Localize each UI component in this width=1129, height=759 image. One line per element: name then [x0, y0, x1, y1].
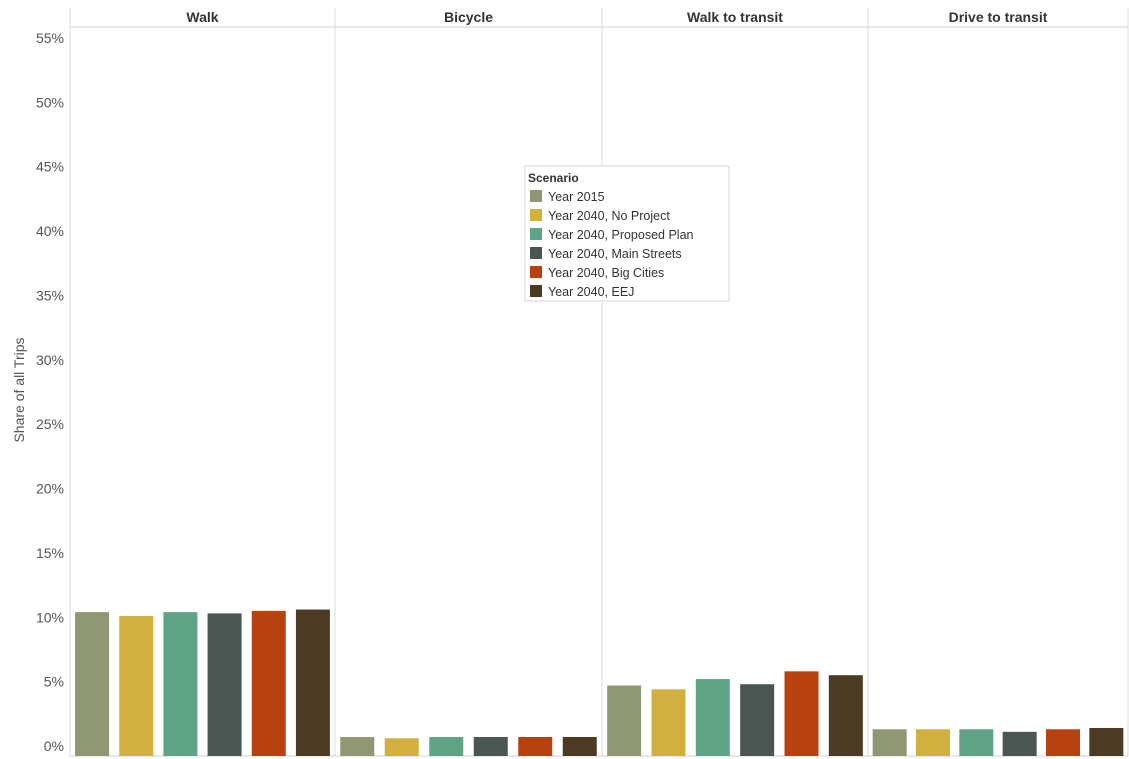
legend-swatch [530, 266, 542, 278]
panel-title: Bicycle [444, 9, 493, 25]
bar[interactable] [829, 675, 863, 756]
legend-swatch [530, 285, 542, 297]
bar[interactable] [119, 616, 153, 756]
y-tick-label: 45% [36, 159, 64, 175]
legend-label: Year 2040, EEJ [548, 285, 634, 299]
bar[interactable] [740, 684, 774, 756]
legend-label: Year 2040, No Project [548, 209, 670, 223]
bar[interactable] [959, 729, 993, 756]
bar[interactable] [385, 738, 419, 756]
bar[interactable] [252, 611, 286, 756]
bar[interactable] [1003, 732, 1037, 756]
bar[interactable] [474, 737, 508, 756]
panel-title: Walk to transit [687, 9, 783, 25]
bar[interactable] [916, 729, 950, 756]
legend-swatch [530, 247, 542, 259]
y-tick-label: 30% [36, 352, 64, 368]
y-tick-label: 15% [36, 545, 64, 561]
y-tick-label: 20% [36, 481, 64, 497]
y-tick-label: 50% [36, 94, 64, 110]
y-tick-label: 40% [36, 223, 64, 239]
legend-swatch [530, 209, 542, 221]
legend-label: Year 2040, Main Streets [548, 247, 682, 261]
bar[interactable] [163, 612, 197, 756]
legend-label: Year 2040, Big Cities [548, 266, 664, 280]
bar[interactable] [1089, 728, 1123, 756]
y-axis: Share of all Trips 0% 5% 10% 15% 20% 25% 30% 35… [11, 30, 64, 754]
y-tick-label: 5% [44, 674, 64, 690]
legend-label: Year 2015 [548, 190, 605, 204]
bar[interactable] [296, 610, 330, 756]
bar[interactable] [429, 737, 463, 756]
y-tick-label: 55% [36, 30, 64, 46]
bar[interactable] [75, 612, 109, 756]
legend[interactable]: Scenario Year 2015 Year 2040, No Project Y… [525, 166, 729, 301]
legend-title: Scenario [528, 171, 579, 185]
panel-title: Walk [186, 9, 218, 25]
panel-title: Drive to transit [949, 9, 1048, 25]
bar[interactable] [873, 729, 907, 756]
bar[interactable] [518, 737, 552, 756]
bar[interactable] [340, 737, 374, 756]
y-tick-label: 0% [44, 738, 64, 754]
legend-swatch [530, 190, 542, 202]
bar[interactable] [785, 671, 819, 756]
bars [75, 610, 1123, 756]
y-tick-label: 25% [36, 416, 64, 432]
bar[interactable] [652, 689, 686, 756]
y-tick-label: 10% [36, 609, 64, 625]
y-axis-title: Share of all Trips [11, 337, 27, 442]
bar[interactable] [563, 737, 597, 756]
bar[interactable] [696, 679, 730, 756]
legend-swatch [530, 228, 542, 240]
panels: Walk Bicycle Walk to transit Drive to trans… [186, 9, 1047, 25]
bar[interactable] [1046, 729, 1080, 756]
bar[interactable] [607, 685, 641, 756]
y-tick-label: 35% [36, 287, 64, 303]
bar[interactable] [208, 613, 242, 756]
legend-label: Year 2040, Proposed Plan [548, 228, 694, 242]
